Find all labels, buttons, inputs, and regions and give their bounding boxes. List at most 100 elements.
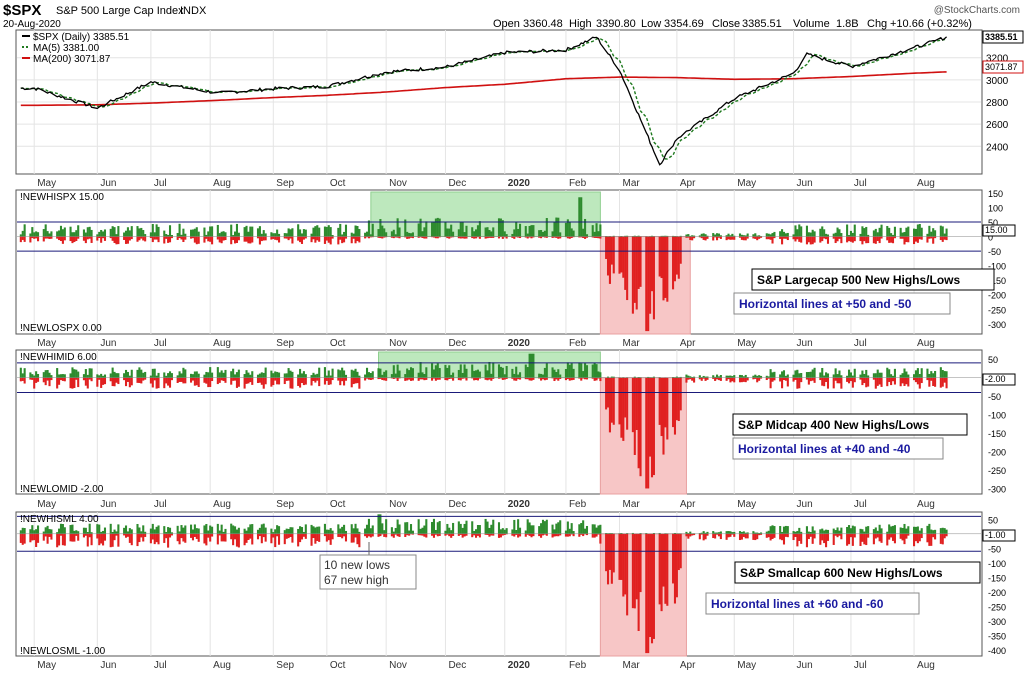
new-lows-bar — [675, 377, 678, 421]
new-lows-bar — [746, 377, 749, 381]
new-lows-bar — [499, 236, 502, 238]
new-lows-bar — [302, 377, 305, 386]
new-highs-bar — [488, 361, 491, 378]
new-highs-bar — [928, 523, 931, 534]
new-highs-bar — [450, 224, 453, 237]
new-highs-bar — [823, 375, 826, 378]
new-highs-bar — [207, 231, 210, 237]
new-lows-bar — [371, 533, 374, 537]
new-highs-bar — [130, 529, 133, 534]
new-highs-bar — [155, 375, 158, 378]
new-highs-bar — [582, 520, 585, 534]
new-lows-bar — [36, 533, 40, 543]
new-lows-bar — [729, 236, 732, 240]
new-lows-bar — [356, 377, 359, 384]
new-highs-bar — [404, 374, 407, 378]
new-lows-bar — [484, 377, 487, 380]
new-highs-bar — [943, 371, 946, 378]
new-lows-bar — [945, 533, 948, 537]
new-lows-bar — [796, 533, 799, 547]
threshold-lines — [17, 221, 981, 552]
new-highs-bar — [888, 524, 891, 534]
new-highs-bar — [637, 376, 640, 378]
new-lows-bar — [205, 377, 208, 384]
new-highs-bar — [572, 368, 575, 378]
new-lows-bar — [111, 533, 114, 547]
new-lows-bar — [832, 377, 835, 389]
new-highs-bar — [740, 234, 743, 237]
new-highs-bar — [165, 531, 168, 534]
new-highs-bar — [149, 528, 152, 534]
new-highs-bar — [463, 364, 466, 378]
new-highs-bar — [805, 526, 808, 534]
new-lows-bar — [540, 377, 543, 381]
new-highs-bar — [390, 527, 393, 534]
new-lows-bar — [834, 377, 837, 381]
x-tick-label: Jun — [100, 178, 116, 189]
new-lows-bar — [746, 236, 749, 239]
new-highs-bar — [899, 527, 902, 534]
new-highs-bar — [930, 231, 933, 237]
new-highs-bar — [759, 375, 763, 378]
breadth-tick-label: -50 — [988, 247, 1001, 257]
new-lows-bar — [21, 533, 24, 545]
new-lows-bar — [540, 533, 543, 538]
new-highs-bar — [867, 234, 870, 237]
new-lows-bar — [394, 533, 397, 535]
new-lows-bar — [77, 377, 80, 388]
breadth-tick-label: -400 — [988, 646, 1006, 656]
new-highs-bar — [939, 528, 942, 534]
new-lows-bar — [878, 533, 881, 542]
new-highs-bar — [90, 532, 93, 534]
new-lows-bar — [465, 533, 468, 536]
smallcap-note: Horizontal lines at +60 and -60 — [711, 597, 884, 611]
new-lows-bar — [731, 236, 734, 240]
new-lows-bar — [874, 377, 877, 389]
new-lows-bar — [673, 236, 677, 282]
new-lows-bar — [247, 236, 250, 244]
new-lows-bar — [652, 377, 655, 476]
new-highs-bar — [486, 521, 489, 534]
new-lows-bar — [350, 377, 353, 388]
new-lows-bar — [411, 377, 414, 381]
new-highs-bar — [771, 233, 774, 237]
new-lows-bar — [408, 533, 411, 536]
new-highs-bar — [532, 225, 535, 237]
new-lows-bar — [637, 533, 640, 631]
new-highs-bar — [323, 523, 326, 534]
new-lows-bar — [300, 236, 304, 244]
new-lows-bar — [872, 377, 875, 380]
new-lows-bar — [272, 533, 275, 538]
new-lows-bar — [436, 533, 439, 537]
new-lows-bar — [98, 236, 101, 239]
new-highs-bar — [314, 374, 317, 378]
new-lows-bar — [126, 377, 129, 382]
new-lows-bar — [36, 236, 40, 242]
new-lows-bar — [283, 377, 286, 385]
new-highs-bar — [452, 372, 455, 378]
new-lows-bar — [807, 533, 810, 540]
new-lows-bar — [329, 377, 332, 385]
new-highs-bar — [153, 232, 156, 237]
new-highs-bar — [82, 374, 85, 378]
x-tick-label: Nov — [389, 338, 407, 349]
new-highs-bar — [417, 223, 420, 237]
new-lows-bar — [103, 236, 107, 241]
new-lows-bar — [297, 533, 300, 547]
x-tick-label: Mar — [623, 178, 641, 189]
new-highs-bar — [140, 369, 143, 378]
new-highs-bar — [144, 371, 147, 378]
new-highs-bar — [365, 231, 369, 237]
new-lows-bar — [744, 236, 747, 241]
ma200-last-tag — [982, 60, 1024, 74]
new-highs-bar — [731, 532, 734, 534]
new-lows-bar — [727, 377, 730, 380]
new-lows-bar — [660, 236, 663, 279]
new-lows-bar — [624, 533, 627, 595]
new-lows-bar — [572, 533, 575, 537]
new-lows-bar — [444, 533, 447, 536]
new-lows-bar — [914, 377, 918, 383]
new-lows-bar — [832, 236, 835, 239]
new-highs-bar — [258, 373, 261, 378]
new-highs-bar — [488, 527, 491, 534]
